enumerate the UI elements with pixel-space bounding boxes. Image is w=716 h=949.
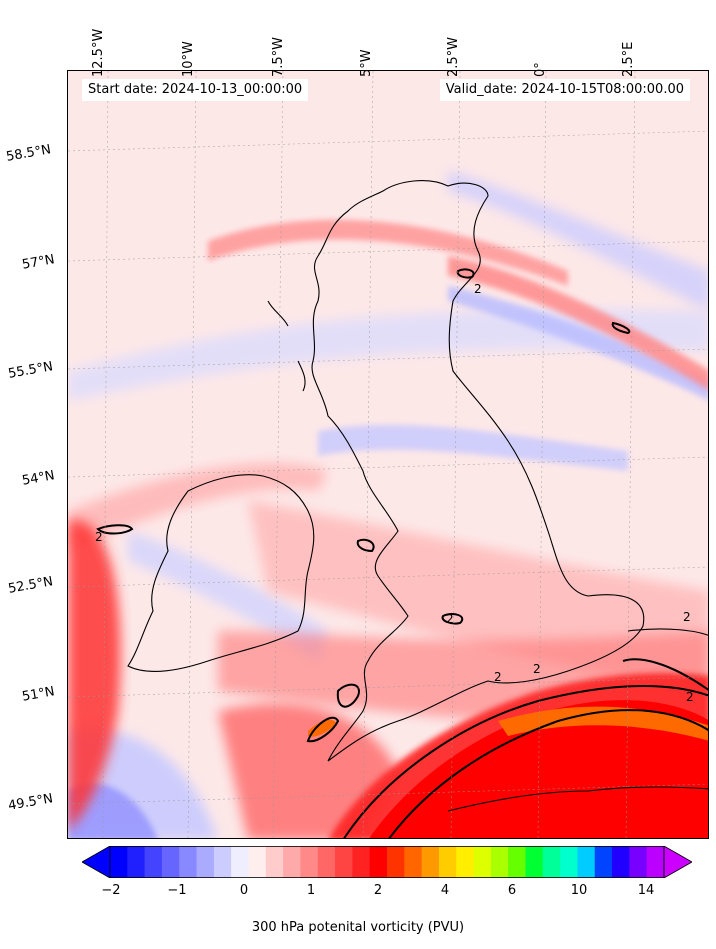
lat-label: 54°N — [20, 468, 56, 489]
colorbar-segment — [369, 846, 388, 878]
gridlines — [68, 71, 708, 838]
colorbar-tick: 2 — [373, 883, 383, 898]
lon-label: 10°W — [181, 41, 196, 77]
colorbar-segment — [231, 846, 249, 878]
colorbar-segment — [283, 846, 301, 878]
colorbar-tick: 14 — [637, 883, 655, 898]
colorbar-segment — [542, 846, 561, 878]
colorbar-segment — [144, 846, 163, 878]
colorbar-segment — [629, 846, 648, 878]
start-date-label: Start date: 2024-10-13_00:00:00 — [82, 79, 309, 101]
contour-label: 2 — [446, 612, 454, 626]
colorbar-segment — [127, 846, 146, 878]
colorbar-segment — [525, 846, 544, 878]
lon-label: 7.5°W — [271, 36, 286, 77]
pv-map: 2 2 2 2 2 2 2 — [68, 71, 708, 838]
colorbar-segment — [421, 846, 440, 878]
lon-label: 2.5°W — [446, 36, 461, 77]
contour-label: 2 — [474, 282, 482, 296]
lat-label: 52.5°N — [7, 574, 55, 597]
colorbar-tick: −1 — [167, 883, 187, 898]
colorbar-segment — [473, 846, 492, 878]
colorbar-segment — [317, 846, 336, 878]
lon-label: 2.5°E — [621, 41, 636, 77]
colorbar-segment — [404, 846, 423, 878]
colorbar-segment — [387, 846, 405, 878]
colorbar-segment — [560, 846, 578, 878]
lon-label: 12.5°W — [91, 28, 106, 77]
colorbar — [81, 845, 693, 879]
colorbar-segment — [594, 846, 613, 878]
colorbar-segment — [110, 846, 128, 878]
colorbar-segment — [577, 846, 596, 878]
colorbar-segment — [438, 846, 457, 878]
colorbar-segment — [161, 846, 180, 878]
contour-label: 2 — [494, 670, 502, 684]
pv-2-contours — [96, 268, 708, 838]
map-panel: 2 2 2 2 2 2 2 Start date: 2024-10-13_00: — [67, 70, 709, 839]
pv-field — [68, 171, 708, 838]
colorbar-segment — [352, 846, 371, 878]
lon-label: 5°W — [359, 49, 374, 77]
coastlines — [127, 180, 708, 812]
lat-label: 51°N — [20, 684, 56, 705]
colorbar-segment — [335, 846, 353, 878]
colorbar-tick: 1 — [306, 883, 316, 898]
lat-label: 57°N — [20, 252, 56, 273]
contour-label: 2 — [95, 530, 103, 544]
colorbar-segment — [456, 846, 475, 878]
colorbar-tick: 4 — [440, 883, 450, 898]
colorbar-segment — [646, 846, 665, 878]
colorbar-segment — [213, 846, 232, 878]
colorbar-frame — [109, 846, 665, 879]
colorbar-tick: −2 — [101, 883, 121, 898]
contour-label: 2 — [686, 690, 694, 704]
colorbar-segment — [490, 846, 509, 878]
colorbar-segment — [300, 846, 319, 878]
lat-label: 58.5°N — [5, 142, 53, 165]
colorbar-under-arrow — [81, 845, 111, 879]
colorbar-segment — [248, 846, 267, 878]
colorbar-tick: 6 — [507, 883, 517, 898]
contour-label: 2 — [683, 610, 691, 624]
colorbar-label: 300 hPa potenital vorticity (PVU) — [251, 920, 465, 935]
colorbar-tick: 0 — [239, 883, 249, 898]
valid-date-label: Valid_date: 2024-10-15T08:00:00.00 — [439, 79, 690, 101]
colorbar-gradient — [81, 845, 693, 879]
contour-label: 2 — [533, 662, 541, 676]
colorbar-segment — [179, 846, 198, 878]
lat-label: 55.5°N — [7, 359, 55, 382]
colorbar-segment — [508, 846, 526, 878]
colorbar-segment — [196, 846, 215, 878]
colorbar-segment — [612, 846, 630, 878]
lon-label: 0° — [533, 62, 548, 77]
contour-labels: 2 2 2 2 2 2 2 — [95, 282, 694, 704]
colorbar-segment — [265, 846, 284, 878]
colorbar-tick: 10 — [570, 883, 588, 898]
colorbar-over-arrow — [663, 845, 693, 879]
lat-label: 49.5°N — [7, 791, 55, 814]
